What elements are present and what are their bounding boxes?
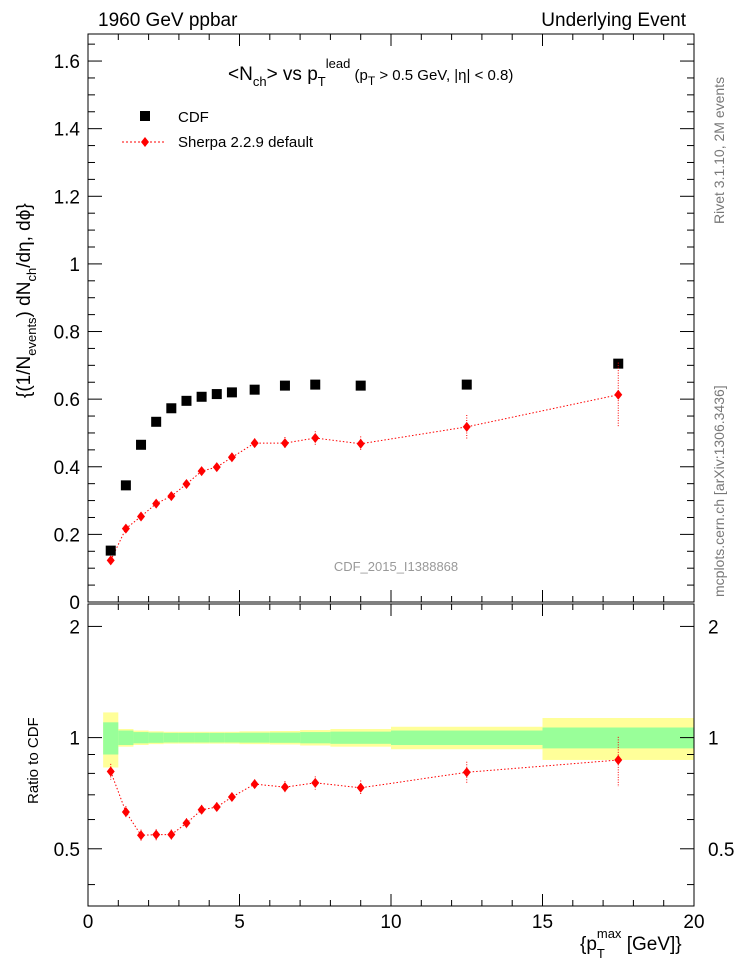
- mc-point-7: [212, 462, 221, 473]
- mc-point-5: [182, 479, 191, 490]
- band-inner-14: [542, 727, 694, 749]
- x-tick-label-4: 20: [683, 912, 704, 933]
- mc-point-11: [311, 433, 320, 444]
- y-tick-label-3: 0.6: [54, 390, 80, 411]
- ratio-tick-label-left-2: 2: [69, 617, 80, 638]
- mc-point-14: [614, 389, 623, 400]
- ratio-y-axis-label: Ratio to CDF: [25, 717, 42, 804]
- data-point-3: [151, 416, 162, 427]
- ratio-point-4: [167, 829, 176, 840]
- mc-point-10: [280, 438, 289, 449]
- mc-point-2: [137, 511, 146, 522]
- band-inner-2: [133, 732, 149, 744]
- ratio-point-0: [106, 766, 115, 777]
- y-tick-label-6: 1.2: [54, 187, 80, 208]
- ratio-point-9: [250, 779, 259, 790]
- band-inner-7: [209, 732, 225, 743]
- rivet-label: Rivet 3.1.10, 2M events: [711, 77, 727, 224]
- data-point-12: [355, 380, 366, 391]
- y-tick-label-5: 1: [69, 255, 80, 276]
- legend-sherpa-label: Sherpa 2.2.9 default: [178, 134, 314, 151]
- data-point-14: [613, 358, 624, 369]
- mc-point-13: [462, 421, 471, 432]
- mc-point-12: [356, 438, 365, 449]
- ratio-point-8: [227, 792, 236, 803]
- mcplots-label: mcplots.cern.ch [arXiv:1306.3436]: [711, 385, 727, 597]
- ratio-tick-label-right-1: 1: [708, 729, 719, 750]
- x-tick-label-3: 15: [532, 912, 553, 933]
- analysis-watermark: CDF_2015_I1388868: [334, 559, 458, 574]
- x-tick-label-0: 0: [83, 912, 94, 933]
- ratio-point-1: [121, 806, 130, 817]
- mc-point-0: [106, 555, 115, 566]
- y-tick-label-8: 1.6: [54, 52, 80, 73]
- ratio-point-5: [182, 818, 191, 829]
- data-point-1: [120, 480, 131, 491]
- y-tick-label-1: 0.2: [54, 525, 80, 546]
- data-point-2: [136, 439, 147, 450]
- ratio-tick-label-right-0: 0.5: [708, 840, 734, 861]
- band-inner-12: [330, 731, 391, 744]
- ratio-point-6: [197, 804, 206, 815]
- band-inner-10: [269, 732, 301, 743]
- ratio-point-3: [152, 829, 161, 840]
- x-tick-label-2: 10: [380, 912, 401, 933]
- ratio-point-11: [311, 777, 320, 788]
- ratio-point-7: [212, 802, 221, 813]
- band-inner-11: [300, 732, 331, 744]
- y-axis-label: {(1/Nevents) dNch/dη, dϕ}: [14, 203, 39, 398]
- band-inner-9: [239, 732, 270, 743]
- ratio-point-12: [356, 782, 365, 793]
- mc-point-4: [167, 491, 176, 502]
- y-tick-label-7: 1.4: [54, 120, 81, 141]
- band-inner-3: [148, 732, 164, 743]
- mc-point-1: [121, 523, 130, 534]
- x-tick-label-1: 5: [234, 912, 245, 933]
- legend: CDF Sherpa 2.2.9 default: [122, 109, 314, 151]
- band-inner-4: [163, 732, 179, 743]
- data-point-10: [279, 380, 290, 391]
- ratio-point-13: [462, 767, 471, 778]
- ratio-tick-label-left-0: 0.5: [54, 840, 80, 861]
- band-inner-0: [103, 722, 119, 755]
- header-left: 1960 GeV ppbar: [98, 10, 238, 31]
- ratio-point-2: [137, 830, 146, 841]
- plot-title: <Nch> vs pTlead (pT > 0.5 GeV, |η| < 0.8…: [228, 56, 513, 89]
- data-point-0: [105, 545, 116, 556]
- band-inner-13: [391, 730, 543, 745]
- legend-sherpa-marker: [141, 137, 149, 147]
- data-point-5: [181, 395, 192, 406]
- data-point-4: [166, 403, 177, 414]
- ratio-tick-label-right-2: 2: [708, 617, 719, 638]
- data-point-6: [196, 391, 207, 402]
- mc-point-6: [197, 466, 206, 477]
- band-inner-5: [178, 732, 195, 743]
- header-right: Underlying Event: [541, 10, 686, 31]
- mc-line-main: [110, 394, 619, 561]
- mc-point-9: [250, 438, 259, 449]
- x-axis-label: {pTmax [GeV]}: [580, 926, 682, 961]
- band-inner-8: [224, 732, 240, 743]
- ratio-tick-label-left-1: 1: [69, 729, 80, 750]
- band-inner-1: [118, 730, 134, 745]
- ratio-point-10: [280, 782, 289, 793]
- y-tick-label-4: 0.8: [54, 323, 80, 344]
- data-point-11: [310, 379, 321, 390]
- legend-cdf-marker: [140, 111, 150, 121]
- data-point-8: [226, 387, 237, 398]
- data-point-13: [461, 379, 472, 390]
- mc-line-ratio: [110, 759, 619, 836]
- data-point-9: [249, 384, 260, 395]
- mc-point-8: [227, 452, 236, 463]
- legend-cdf-label: CDF: [178, 109, 209, 126]
- y-tick-label-0: 0: [69, 593, 80, 614]
- band-inner-6: [194, 732, 210, 743]
- data-point-7: [211, 389, 222, 400]
- y-tick-label-2: 0.4: [54, 458, 81, 479]
- ratio-point-14: [614, 755, 623, 766]
- mc-point-3: [152, 498, 161, 509]
